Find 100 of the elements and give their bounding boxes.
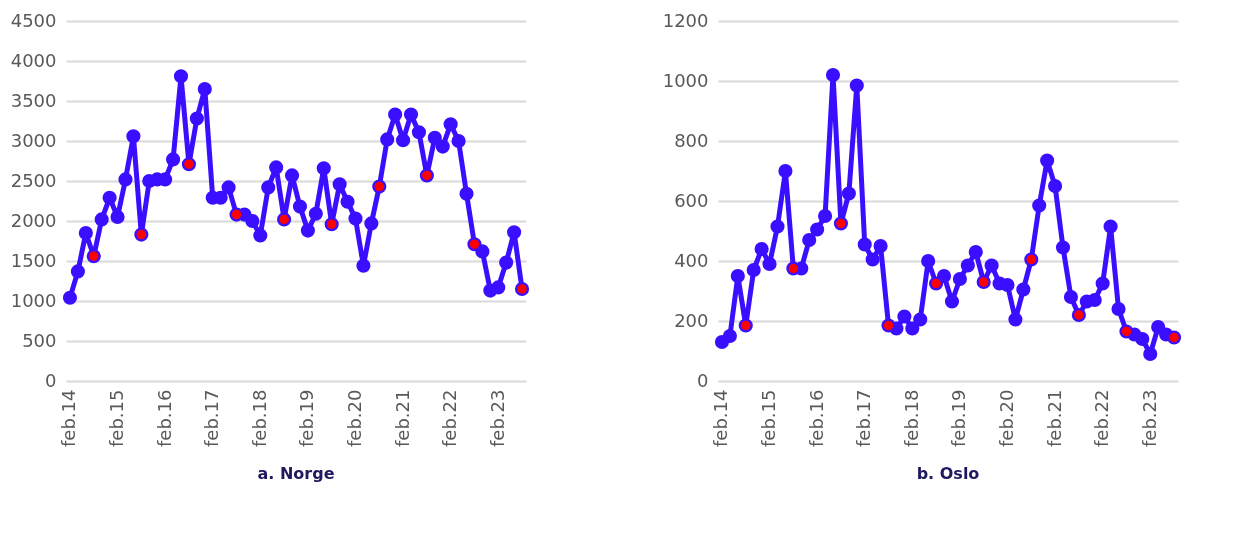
point [1095,276,1110,291]
point [78,225,93,241]
point [952,271,967,287]
point [968,244,983,260]
x-tick-label: feb.19 [948,389,970,447]
point [865,252,880,267]
point [102,190,117,205]
point [435,139,450,154]
point [1135,331,1150,347]
point [818,208,833,224]
point [110,209,125,225]
x-tick-label: feb.19 [296,389,318,447]
x-tick-label: feb.16 [153,389,175,447]
point [491,280,506,295]
y-tick-label: 1200 [662,9,709,31]
point [507,225,522,240]
point [499,255,514,270]
text: b. Oslo [916,464,980,484]
x-tick-label: feb.16 [805,389,827,447]
point [1040,153,1055,168]
point [70,264,85,279]
point [825,67,841,83]
point [936,268,952,284]
point [221,180,236,195]
x-tick-label: feb.21 [391,389,413,447]
point [1048,178,1063,194]
point [873,238,888,254]
point [475,244,490,259]
point [1000,277,1015,293]
point [269,160,284,175]
point [348,211,363,226]
point [913,312,928,327]
point [459,186,474,201]
y-tick-label: 1000 [662,69,709,91]
x-tick-label: feb.20 [995,389,1017,447]
point [1016,282,1031,297]
point [300,223,315,238]
point [388,107,403,122]
point [849,78,864,93]
x-tick-label: feb.17 [853,389,875,447]
point [197,81,212,97]
point [166,152,181,167]
x-tick-label: feb.17 [201,389,223,447]
point [944,294,960,309]
point [810,222,825,237]
point [1032,198,1047,213]
point [427,130,442,145]
x-tick-label: feb.14 [710,389,732,447]
y-tick-label: 0 [697,369,709,391]
point [1008,312,1023,327]
text: a. Norge [257,464,335,484]
point [173,69,189,84]
point [730,268,745,284]
point [451,133,466,149]
point [443,117,458,132]
point [189,111,204,126]
point [403,107,419,122]
point [364,216,379,231]
x-tick-label: feb.23 [1138,389,1160,447]
point [802,232,817,248]
point [62,290,78,305]
y-tick-label: 4000 [10,49,57,71]
point [308,206,323,221]
y-tick-label: 0 [45,369,57,391]
y-tick-label: 800 [674,129,709,151]
point [746,262,761,278]
point [841,186,856,201]
point [411,125,426,140]
x-tick-label: feb.22 [439,389,461,447]
point [1055,240,1071,255]
point [1103,219,1118,234]
point [380,132,395,147]
y-tick-label: 600 [674,189,709,211]
point [340,194,355,209]
y-tick-label: 2000 [10,209,57,231]
x-tick-label: feb.20 [343,389,365,447]
point [960,258,975,273]
point [316,161,331,176]
point [984,258,999,273]
x-tick-label: feb.18 [248,389,270,447]
point [126,129,141,144]
point [1111,301,1126,317]
y-tick-label: 4500 [10,9,57,31]
point [332,177,347,192]
point [118,172,133,187]
x-tick-label: feb.23 [486,389,508,447]
point [356,258,371,273]
point [754,241,769,257]
point [897,309,912,324]
y-tick-label: 3000 [10,129,57,151]
point [762,256,777,272]
point [905,321,920,336]
point [921,253,936,269]
point [778,163,793,179]
point [857,237,872,252]
y-tick-label: 1000 [10,289,57,311]
point [770,219,785,234]
x-tick-label: feb.14 [58,389,80,447]
point [94,212,109,227]
x-tick-label: feb.15 [106,389,128,447]
